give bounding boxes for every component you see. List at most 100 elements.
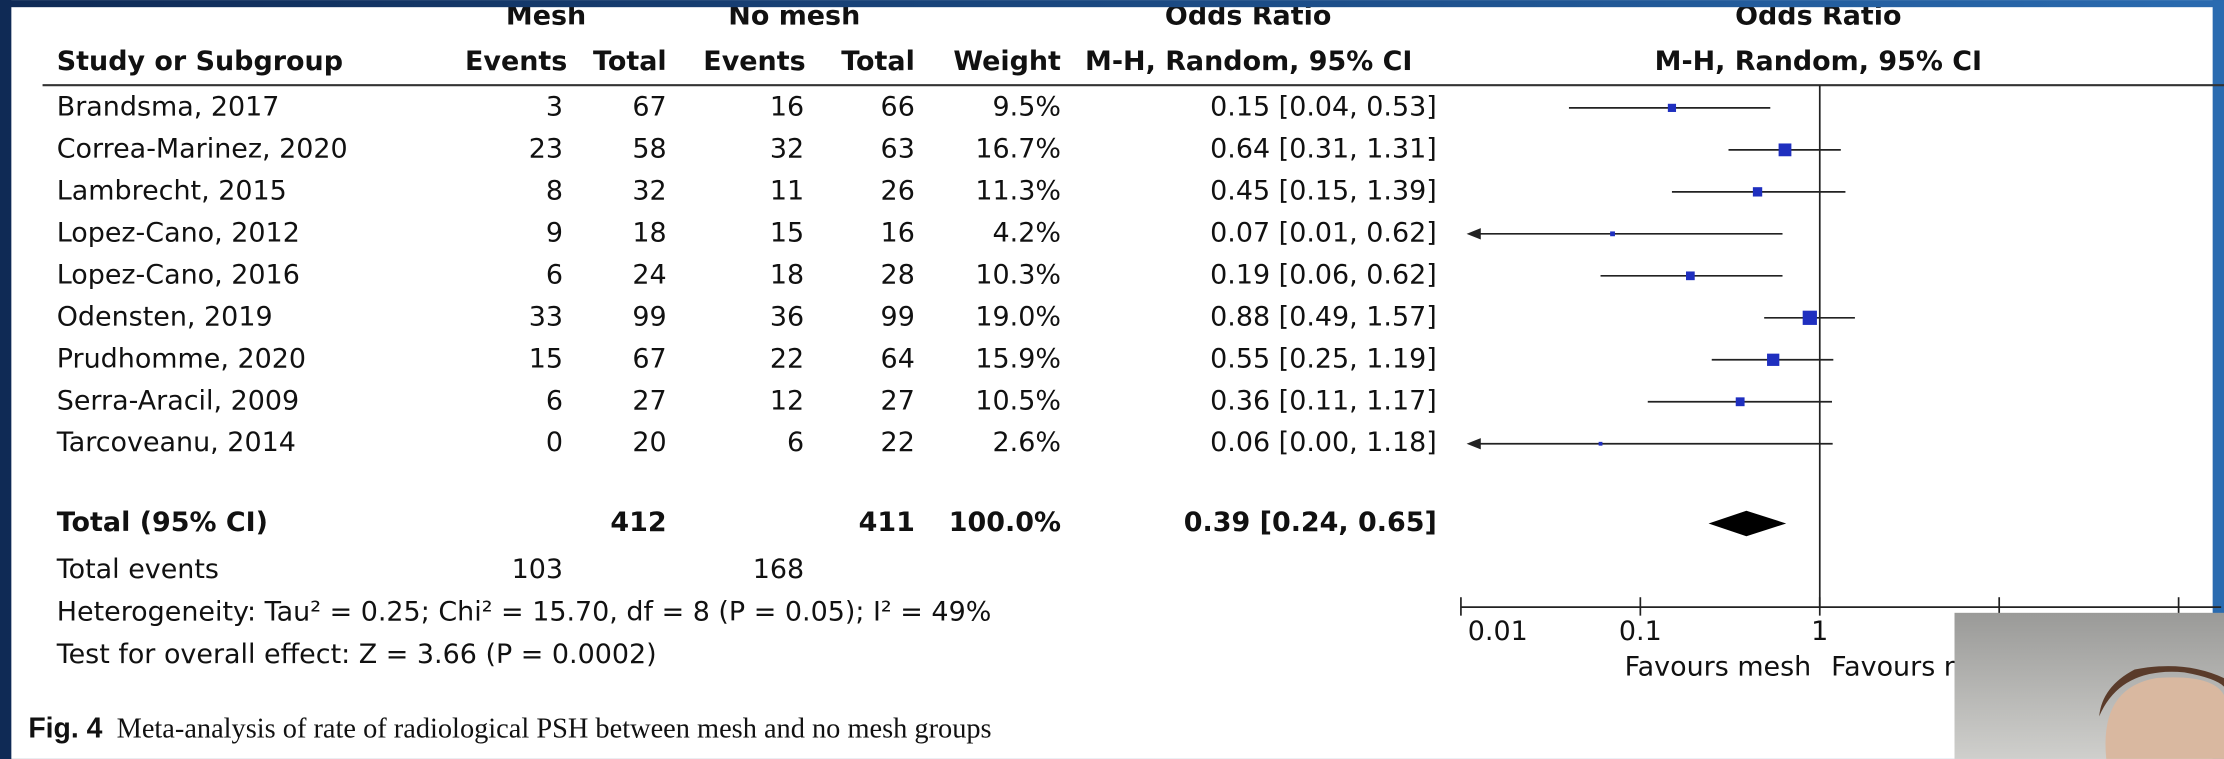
nomesh-total: 99 bbox=[881, 301, 915, 332]
odds-ratio-ci: 0.55 [0.25, 1.19] bbox=[1210, 343, 1437, 374]
total-or: 0.39 [0.24, 0.65] bbox=[1184, 507, 1437, 538]
odds-ratio-ci: 0.36 [0.11, 1.17] bbox=[1210, 385, 1437, 416]
column-header: Total bbox=[841, 46, 915, 77]
point-estimate bbox=[1610, 231, 1615, 236]
study-name: Brandsma, 2017 bbox=[57, 91, 280, 122]
total-nomesh: 411 bbox=[859, 507, 915, 538]
caption-label: Fig. 4 bbox=[28, 713, 102, 745]
point-estimate bbox=[1668, 104, 1676, 112]
nomesh-events: 12 bbox=[770, 385, 804, 416]
mesh-total: 58 bbox=[632, 133, 666, 164]
nomesh-events: 6 bbox=[787, 427, 804, 458]
mesh-events: 15 bbox=[529, 343, 563, 374]
mesh-events: 9 bbox=[546, 217, 563, 248]
nomesh-events: 15 bbox=[770, 217, 804, 248]
odds-ratio-ci: 0.15 [0.04, 0.53] bbox=[1210, 91, 1437, 122]
events-label: Total events bbox=[56, 554, 219, 585]
favours-left: Favours mesh bbox=[1625, 652, 1812, 683]
point-estimate bbox=[1736, 397, 1745, 406]
point-estimate bbox=[1803, 311, 1817, 325]
study-name: Correa-Marinez, 2020 bbox=[57, 133, 348, 164]
nomesh-total: 16 bbox=[881, 217, 915, 248]
odds-ratio-ci: 0.07 [0.01, 0.62] bbox=[1210, 217, 1437, 248]
mesh-events: 23 bbox=[529, 133, 563, 164]
odds-ratio-ci: 0.06 [0.00, 1.18] bbox=[1210, 427, 1437, 458]
point-estimate bbox=[1599, 442, 1603, 446]
caption: Fig. 4 Meta-analysis of rate of radiologi… bbox=[28, 713, 991, 745]
overall-effect: Test for overall effect: Z = 3.66 (P = 0… bbox=[56, 639, 657, 670]
column-header: M-H, Random, 95% CI bbox=[1655, 46, 1982, 77]
point-estimate bbox=[1753, 187, 1762, 196]
weight: 16.7% bbox=[975, 133, 1061, 164]
weight: 4.2% bbox=[993, 217, 1061, 248]
x-tick-label: 0.01 bbox=[1468, 616, 1528, 647]
nomesh-events: 36 bbox=[770, 301, 804, 332]
screenshot: MeshNo meshOdds RatioOdds RatioStudy or … bbox=[0, 0, 2224, 759]
nomesh-total: 22 bbox=[881, 427, 915, 458]
heterogeneity: Heterogeneity: Tau² = 0.25; Chi² = 15.70… bbox=[57, 596, 992, 627]
nomesh-total: 64 bbox=[881, 343, 915, 374]
point-estimate bbox=[1767, 354, 1779, 366]
total-label: Total (95% CI) bbox=[57, 507, 268, 538]
column-header: Events bbox=[465, 46, 567, 77]
nomesh-events: 11 bbox=[770, 175, 804, 206]
nomesh-total: 66 bbox=[881, 91, 915, 122]
weight: 9.5% bbox=[993, 91, 1061, 122]
weight: 2.6% bbox=[993, 427, 1061, 458]
x-tick-label: 1 bbox=[1811, 616, 1828, 647]
column-header: M-H, Random, 95% CI bbox=[1085, 46, 1412, 77]
page: MeshNo meshOdds RatioOdds RatioStudy or … bbox=[0, 0, 2224, 759]
study-name: Serra-Aracil, 2009 bbox=[57, 385, 299, 416]
total-mesh: 412 bbox=[610, 507, 666, 538]
column-header: Total bbox=[593, 46, 667, 77]
mesh-total: 18 bbox=[632, 217, 666, 248]
weight: 10.3% bbox=[975, 259, 1061, 290]
study-name: Lopez-Cano, 2016 bbox=[57, 259, 300, 290]
mesh-total: 67 bbox=[632, 91, 666, 122]
mesh-events: 0 bbox=[546, 427, 563, 458]
events-nomesh: 168 bbox=[753, 554, 804, 585]
mesh-events: 6 bbox=[546, 385, 563, 416]
point-estimate bbox=[1686, 271, 1695, 280]
weight: 10.5% bbox=[975, 385, 1061, 416]
odds-ratio-ci: 0.45 [0.15, 1.39] bbox=[1210, 175, 1437, 206]
odds-ratio-ci: 0.64 [0.31, 1.31] bbox=[1210, 133, 1437, 164]
nomesh-events: 22 bbox=[770, 343, 804, 374]
odds-ratio-ci: 0.88 [0.49, 1.57] bbox=[1210, 301, 1437, 332]
mesh-events: 33 bbox=[529, 301, 563, 332]
nomesh-events: 16 bbox=[770, 91, 804, 122]
total-weight: 100.0% bbox=[949, 507, 1061, 538]
mesh-total: 20 bbox=[632, 427, 666, 458]
events-mesh: 103 bbox=[512, 554, 563, 585]
mesh-events: 3 bbox=[546, 91, 563, 122]
study-name: Tarcoveanu, 2014 bbox=[56, 427, 296, 458]
nomesh-events: 18 bbox=[770, 259, 804, 290]
top-band bbox=[0, 0, 2224, 7]
mesh-events: 6 bbox=[546, 259, 563, 290]
mesh-total: 67 bbox=[632, 343, 666, 374]
study-name: Lopez-Cano, 2012 bbox=[57, 217, 300, 248]
mesh-events: 8 bbox=[546, 175, 563, 206]
weight: 15.9% bbox=[975, 343, 1061, 374]
nomesh-events: 32 bbox=[770, 133, 804, 164]
nomesh-total: 63 bbox=[881, 133, 915, 164]
x-tick-label: 0.1 bbox=[1619, 616, 1662, 647]
column-header: Events bbox=[703, 46, 805, 77]
weight: 11.3% bbox=[975, 175, 1061, 206]
nomesh-total: 27 bbox=[881, 385, 915, 416]
weight: 19.0% bbox=[975, 301, 1061, 332]
caption-text: Meta-analysis of rate of radiological PS… bbox=[117, 713, 992, 744]
study-name: Prudhomme, 2020 bbox=[57, 343, 306, 374]
column-header: Weight bbox=[953, 46, 1061, 77]
mesh-total: 99 bbox=[632, 301, 666, 332]
odds-ratio-ci: 0.19 [0.06, 0.62] bbox=[1210, 259, 1437, 290]
nomesh-total: 28 bbox=[881, 259, 915, 290]
column-header: Study or Subgroup bbox=[57, 46, 343, 77]
mesh-total: 32 bbox=[632, 175, 666, 206]
nomesh-total: 26 bbox=[881, 175, 915, 206]
point-estimate bbox=[1779, 143, 1792, 156]
study-name: Lambrecht, 2015 bbox=[57, 175, 287, 206]
mesh-total: 27 bbox=[632, 385, 666, 416]
study-name: Odensten, 2019 bbox=[57, 301, 273, 332]
mesh-total: 24 bbox=[632, 259, 666, 290]
